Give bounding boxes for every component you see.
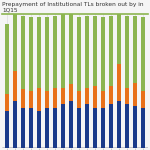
Bar [109,86,113,104]
Bar [21,89,25,108]
Bar [29,108,33,148]
Bar [141,108,145,148]
Bar [29,17,33,91]
Bar [125,88,129,104]
Bar [109,16,113,86]
Bar [77,108,81,148]
Bar [61,88,65,104]
Bar [2,148,148,150]
Bar [101,91,105,108]
Bar [133,16,137,82]
Bar [5,94,9,111]
Bar [5,111,9,148]
Bar [61,14,65,88]
Bar [125,16,129,88]
Bar [141,91,145,108]
Bar [21,16,25,89]
Bar [69,12,73,84]
Bar [93,86,97,108]
Bar [29,91,33,108]
Bar [45,17,49,91]
Bar [77,91,81,108]
Bar [61,104,65,148]
Bar [21,108,25,148]
Bar [133,82,137,106]
Text: Prepayment of Institutional TLs broken out by in 1Q15: Prepayment of Institutional TLs broken o… [2,2,144,13]
Bar [69,101,73,148]
Bar [85,88,89,104]
Bar [45,108,49,148]
Bar [53,16,57,88]
Bar [133,106,137,148]
Bar [5,24,9,94]
Bar [141,17,145,91]
Bar [77,17,81,91]
Bar [85,16,89,88]
Bar [37,17,41,88]
Bar [125,104,129,148]
Bar [13,12,17,71]
Bar [101,17,105,91]
Bar [101,108,105,148]
Bar [69,84,73,101]
Bar [109,104,113,148]
Bar [117,14,121,64]
Bar [117,101,121,148]
Bar [93,16,97,86]
Bar [37,88,41,111]
Bar [13,71,17,101]
Bar [37,111,41,148]
Bar [93,108,97,148]
Bar [45,91,49,108]
Bar [53,88,57,108]
Bar [53,108,57,148]
Bar [13,101,17,148]
Bar [85,104,89,148]
Bar [117,64,121,101]
